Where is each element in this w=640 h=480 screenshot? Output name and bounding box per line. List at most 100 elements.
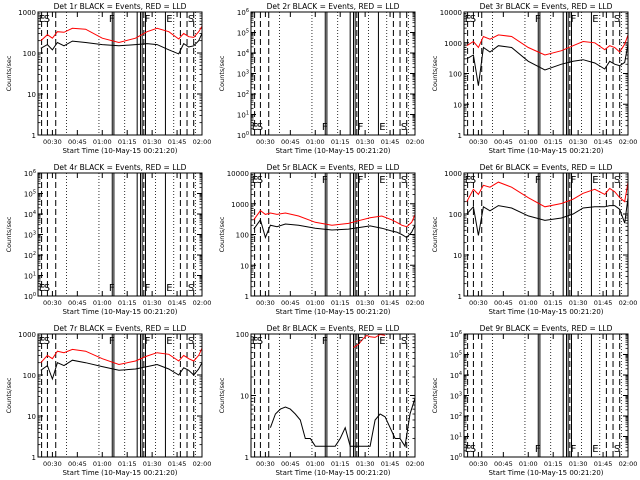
event-letter: F: [145, 14, 151, 25]
y-tick-label: 10: [453, 252, 462, 260]
x-tick-label: 01:30: [143, 460, 162, 468]
event-letter: F: [535, 175, 541, 186]
plot-frame: [250, 333, 416, 458]
event-letter: S: [401, 122, 407, 133]
x-tick-label: 01:15: [331, 138, 350, 146]
chart-title: Det 1r BLACK = Events, RED = LLD: [54, 2, 187, 11]
x-tick-label: 00:45: [494, 138, 513, 146]
event-letter: F: [571, 175, 577, 186]
event-letter: F: [571, 14, 577, 25]
x-tick-label: 01:15: [118, 299, 137, 307]
x-tick-label: 01:30: [143, 299, 162, 307]
series-line-lld: [40, 347, 203, 366]
x-tick-label: 02:00: [193, 299, 212, 307]
event-letter: E: [252, 175, 258, 186]
plot-frame: [37, 172, 203, 297]
x-tick-label: 01:00: [93, 460, 112, 468]
y-tick-label: 100: [23, 372, 36, 380]
event-letter: E: [379, 336, 385, 347]
x-tick-label: 00:45: [281, 138, 300, 146]
x-axis-label: Start Time (10-May-15 00:21:20): [62, 308, 177, 316]
x-tick-label: 01:45: [381, 138, 400, 146]
event-letter: S: [44, 14, 50, 25]
x-tick-label: 00:45: [281, 460, 300, 468]
x-tick-label: 01:15: [331, 460, 350, 468]
series-line-lld: [253, 209, 416, 228]
event-letter: E: [39, 283, 45, 294]
chart-det-5: Det 5r BLACK = Events, RED = LLD Counts/s…: [218, 163, 424, 316]
chart-det-9: Det 9r BLACK = Events, RED = LLD Counts/s…: [431, 324, 637, 477]
event-letter: E: [592, 14, 598, 25]
event-letter: F: [571, 444, 577, 455]
x-tick-label: 02:00: [619, 138, 638, 146]
event-letter: F: [358, 336, 364, 347]
x-tick-label: 00:30: [469, 460, 488, 468]
x-tick-label: 01:00: [519, 460, 538, 468]
y-tick-label: 10: [240, 262, 249, 270]
event-letter: F: [322, 122, 328, 133]
event-letter: S: [44, 336, 50, 347]
y-tick-label: 102: [24, 251, 36, 260]
event-letter: F: [322, 175, 328, 186]
y-tick-label: 100: [236, 232, 249, 240]
series-line-events: [253, 218, 416, 240]
chart-title: Det 3r BLACK = Events, RED = LLD: [480, 2, 613, 11]
x-tick-label: 02:00: [406, 138, 425, 146]
x-tick-label: 01:00: [93, 138, 112, 146]
event-letter: S: [188, 336, 194, 347]
y-tick-label: 101: [24, 272, 36, 281]
x-tick-label: 02:00: [193, 138, 212, 146]
chart-title: Det 7r BLACK = Events, RED = LLD: [54, 324, 187, 333]
plot-frame: [463, 333, 629, 458]
y-tick-label: 1000: [18, 9, 36, 17]
series-line-events: [466, 197, 629, 236]
y-tick-label: 1: [458, 132, 462, 140]
chart-det-3: Det 3r BLACK = Events, RED = LLD Counts/s…: [431, 2, 637, 155]
x-tick-label: 01:15: [544, 460, 563, 468]
x-tick-label: 01:45: [381, 460, 400, 468]
chart-det-2: Det 2r BLACK = Events, RED = LLD Counts/s…: [218, 2, 424, 155]
event-letter: S: [401, 175, 407, 186]
x-tick-label: 01:30: [569, 299, 588, 307]
x-tick-label: 01:00: [306, 138, 325, 146]
x-tick-label: 00:45: [68, 460, 87, 468]
x-tick-label: 01:30: [569, 138, 588, 146]
event-letter: S: [188, 283, 194, 294]
y-tick-label: 10000: [440, 9, 462, 17]
x-axis-label: Start Time (10-May-15 00:21:20): [488, 469, 603, 477]
y-tick-label: 1000: [18, 331, 36, 339]
x-tick-label: 01:15: [118, 138, 137, 146]
event-letter: E: [465, 444, 471, 455]
x-tick-label: 00:30: [256, 299, 275, 307]
chart-det-8: Det 8r BLACK = Events, RED = LLD Counts/s…: [218, 324, 424, 477]
chart-title: Det 6r BLACK = Events, RED = LLD: [480, 163, 613, 172]
y-tick-label: 101: [450, 433, 462, 442]
x-tick-label: 00:30: [43, 299, 62, 307]
chart-title: Det 8r BLACK = Events, RED = LLD: [267, 324, 400, 333]
x-tick-label: 02:00: [619, 460, 638, 468]
event-letter: S: [470, 14, 476, 25]
chart-det-7: Det 7r BLACK = Events, RED = LLD Counts/s…: [5, 324, 211, 477]
chart-det-4: Det 4r BLACK = Events, RED = LLD Counts/s…: [5, 163, 211, 316]
event-letter: F: [109, 336, 115, 347]
x-tick-label: 02:00: [619, 299, 638, 307]
x-tick-label: 00:45: [68, 138, 87, 146]
x-tick-label: 01:45: [594, 299, 613, 307]
x-tick-label: 01:30: [356, 138, 375, 146]
event-letter: S: [401, 336, 407, 347]
x-tick-label: 01:00: [93, 299, 112, 307]
event-letter: E: [166, 283, 172, 294]
series-line-events: [40, 359, 203, 381]
x-tick-label: 01:15: [544, 138, 563, 146]
x-axis-label: Start Time (10-May-15 00:21:20): [62, 147, 177, 155]
event-letter: S: [257, 175, 263, 186]
event-letter: F: [358, 175, 364, 186]
x-tick-label: 01:45: [594, 460, 613, 468]
y-tick-label: 105: [450, 351, 462, 360]
y-tick-label: 1: [245, 454, 249, 462]
event-letter: F: [358, 122, 364, 133]
y-axis-label: Counts/sec: [5, 216, 13, 252]
x-tick-label: 00:30: [43, 460, 62, 468]
event-letter: F: [535, 444, 541, 455]
x-tick-label: 01:15: [331, 299, 350, 307]
